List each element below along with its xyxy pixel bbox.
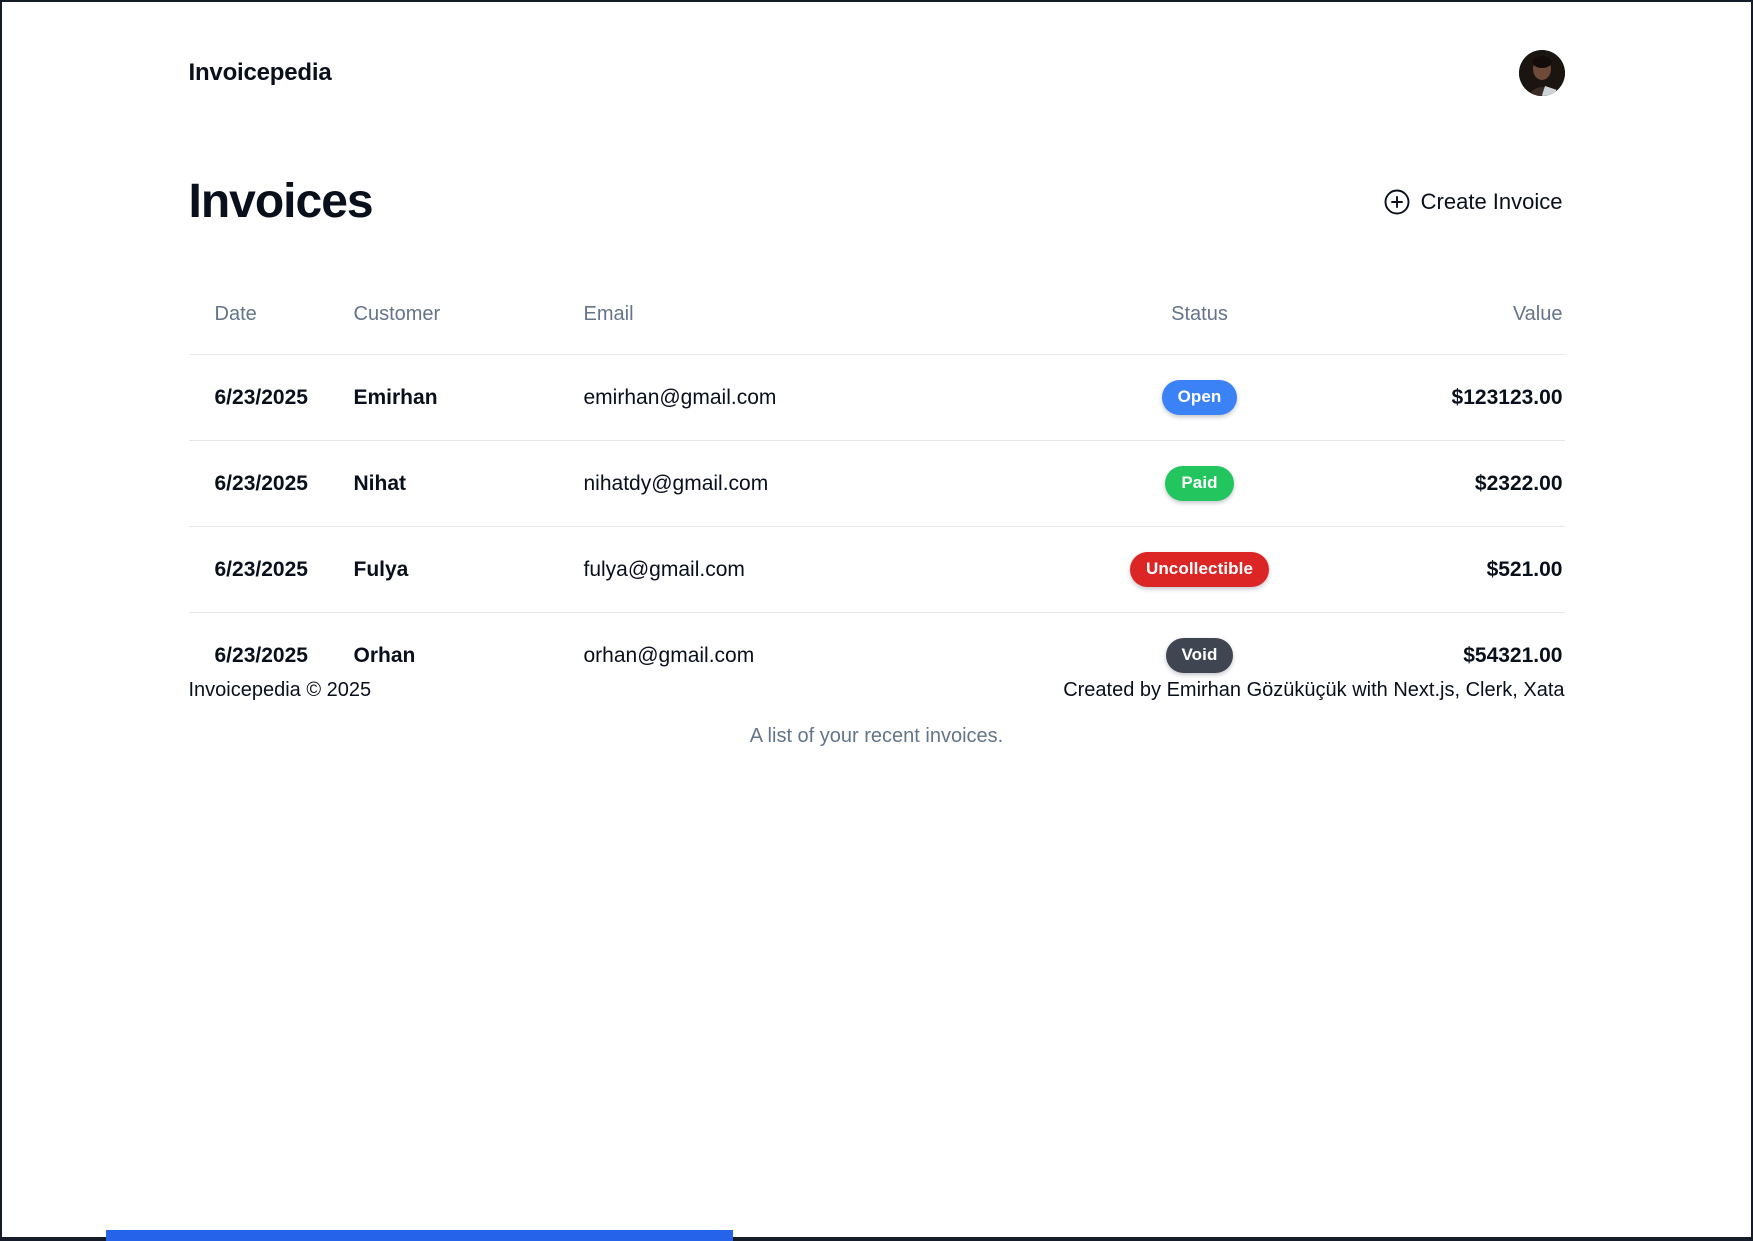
invoices-page: Invoices Create Invoice Date Customer Em… — [188, 174, 1565, 748]
invoice-value: $521.00 — [1486, 557, 1563, 581]
invoice-date: 6/23/2025 — [214, 557, 308, 581]
top-nav: Invoicepedia — [189, 0, 1565, 100]
invoice-email: nihatdy@gmail.com — [583, 471, 769, 495]
invoice-value: $123123.00 — [1451, 385, 1563, 409]
invoice-customer: Nihat — [353, 471, 407, 495]
invoice-customer: Fulya — [353, 557, 409, 581]
status-badge[interactable]: Uncollectible — [1129, 552, 1270, 587]
invoice-row[interactable]: 6/23/2025 Fulya fulya@gmail.com Uncollec… — [188, 527, 1565, 613]
app-container: Invoicepedia Invoices Create Inv — [188, 0, 1565, 748]
column-header-date: Date — [188, 279, 354, 355]
invoice-date: 6/23/2025 — [214, 385, 308, 409]
invoice-status-cell: Paid — [1035, 441, 1365, 527]
invoices-table: Date Customer Email Status Value 6/23/20… — [188, 279, 1565, 699]
status-badge[interactable]: Void — [1165, 638, 1234, 674]
invoice-email: emirhan@gmail.com — [583, 385, 777, 409]
invoice-date: 6/23/2025 — [214, 471, 308, 495]
column-header-email: Email — [583, 279, 1035, 355]
invoice-customer: Orhan — [353, 643, 416, 667]
table-header: Date Customer Email Status Value — [188, 279, 1565, 355]
page-footer: Invoicepedia © 2025 Created by Emirhan G… — [189, 679, 1565, 702]
invoice-value: $2322.00 — [1474, 471, 1563, 495]
invoice-row[interactable]: 6/23/2025 Orhan orhan@gmail.com Void $54… — [189, 613, 1565, 699]
create-invoice-button[interactable]: Create Invoice — [1382, 181, 1565, 223]
footer-copyright: Invoicepedia © 2025 — [188, 678, 372, 701]
column-header-status: Status — [1034, 279, 1365, 355]
invoice-status-cell: Void — [1035, 613, 1365, 699]
invoice-row[interactable]: 6/23/2025 Emirhan emirhan@gmail.com Open… — [188, 355, 1565, 441]
page-header-row: Invoices Create Invoice — [189, 174, 1565, 229]
column-header-value: Value — [1364, 279, 1565, 355]
invoice-status-cell: Open — [1035, 355, 1365, 441]
status-badge[interactable]: Paid — [1165, 466, 1234, 501]
table-caption: A list of your recent invoices. — [749, 724, 1004, 747]
invoice-email: fulya@gmail.com — [583, 557, 745, 581]
footer-credits: Created by Emirhan Gözüküçük with Next.j… — [1063, 678, 1565, 701]
app-logo[interactable]: Invoicepedia — [188, 59, 332, 86]
invoice-email: orhan@gmail.com — [583, 643, 755, 667]
column-header-customer: Customer — [353, 279, 584, 355]
invoice-row[interactable]: 6/23/2025 Nihat nihatdy@gmail.com Paid $… — [188, 441, 1565, 527]
avatar-photo — [1518, 50, 1565, 96]
user-avatar[interactable] — [1518, 50, 1565, 96]
status-badge[interactable]: Open — [1161, 380, 1238, 415]
invoice-value: $54321.00 — [1463, 643, 1563, 667]
invoice-date: 6/23/2025 — [214, 643, 308, 667]
create-invoice-label: Create Invoice — [1420, 188, 1563, 214]
bottom-blue-bar — [106, 1230, 733, 1241]
invoice-customer: Emirhan — [353, 385, 438, 409]
circle-plus-icon — [1384, 189, 1410, 215]
page-title: Invoices — [188, 175, 374, 228]
invoice-status-cell: Uncollectible — [1035, 527, 1365, 613]
